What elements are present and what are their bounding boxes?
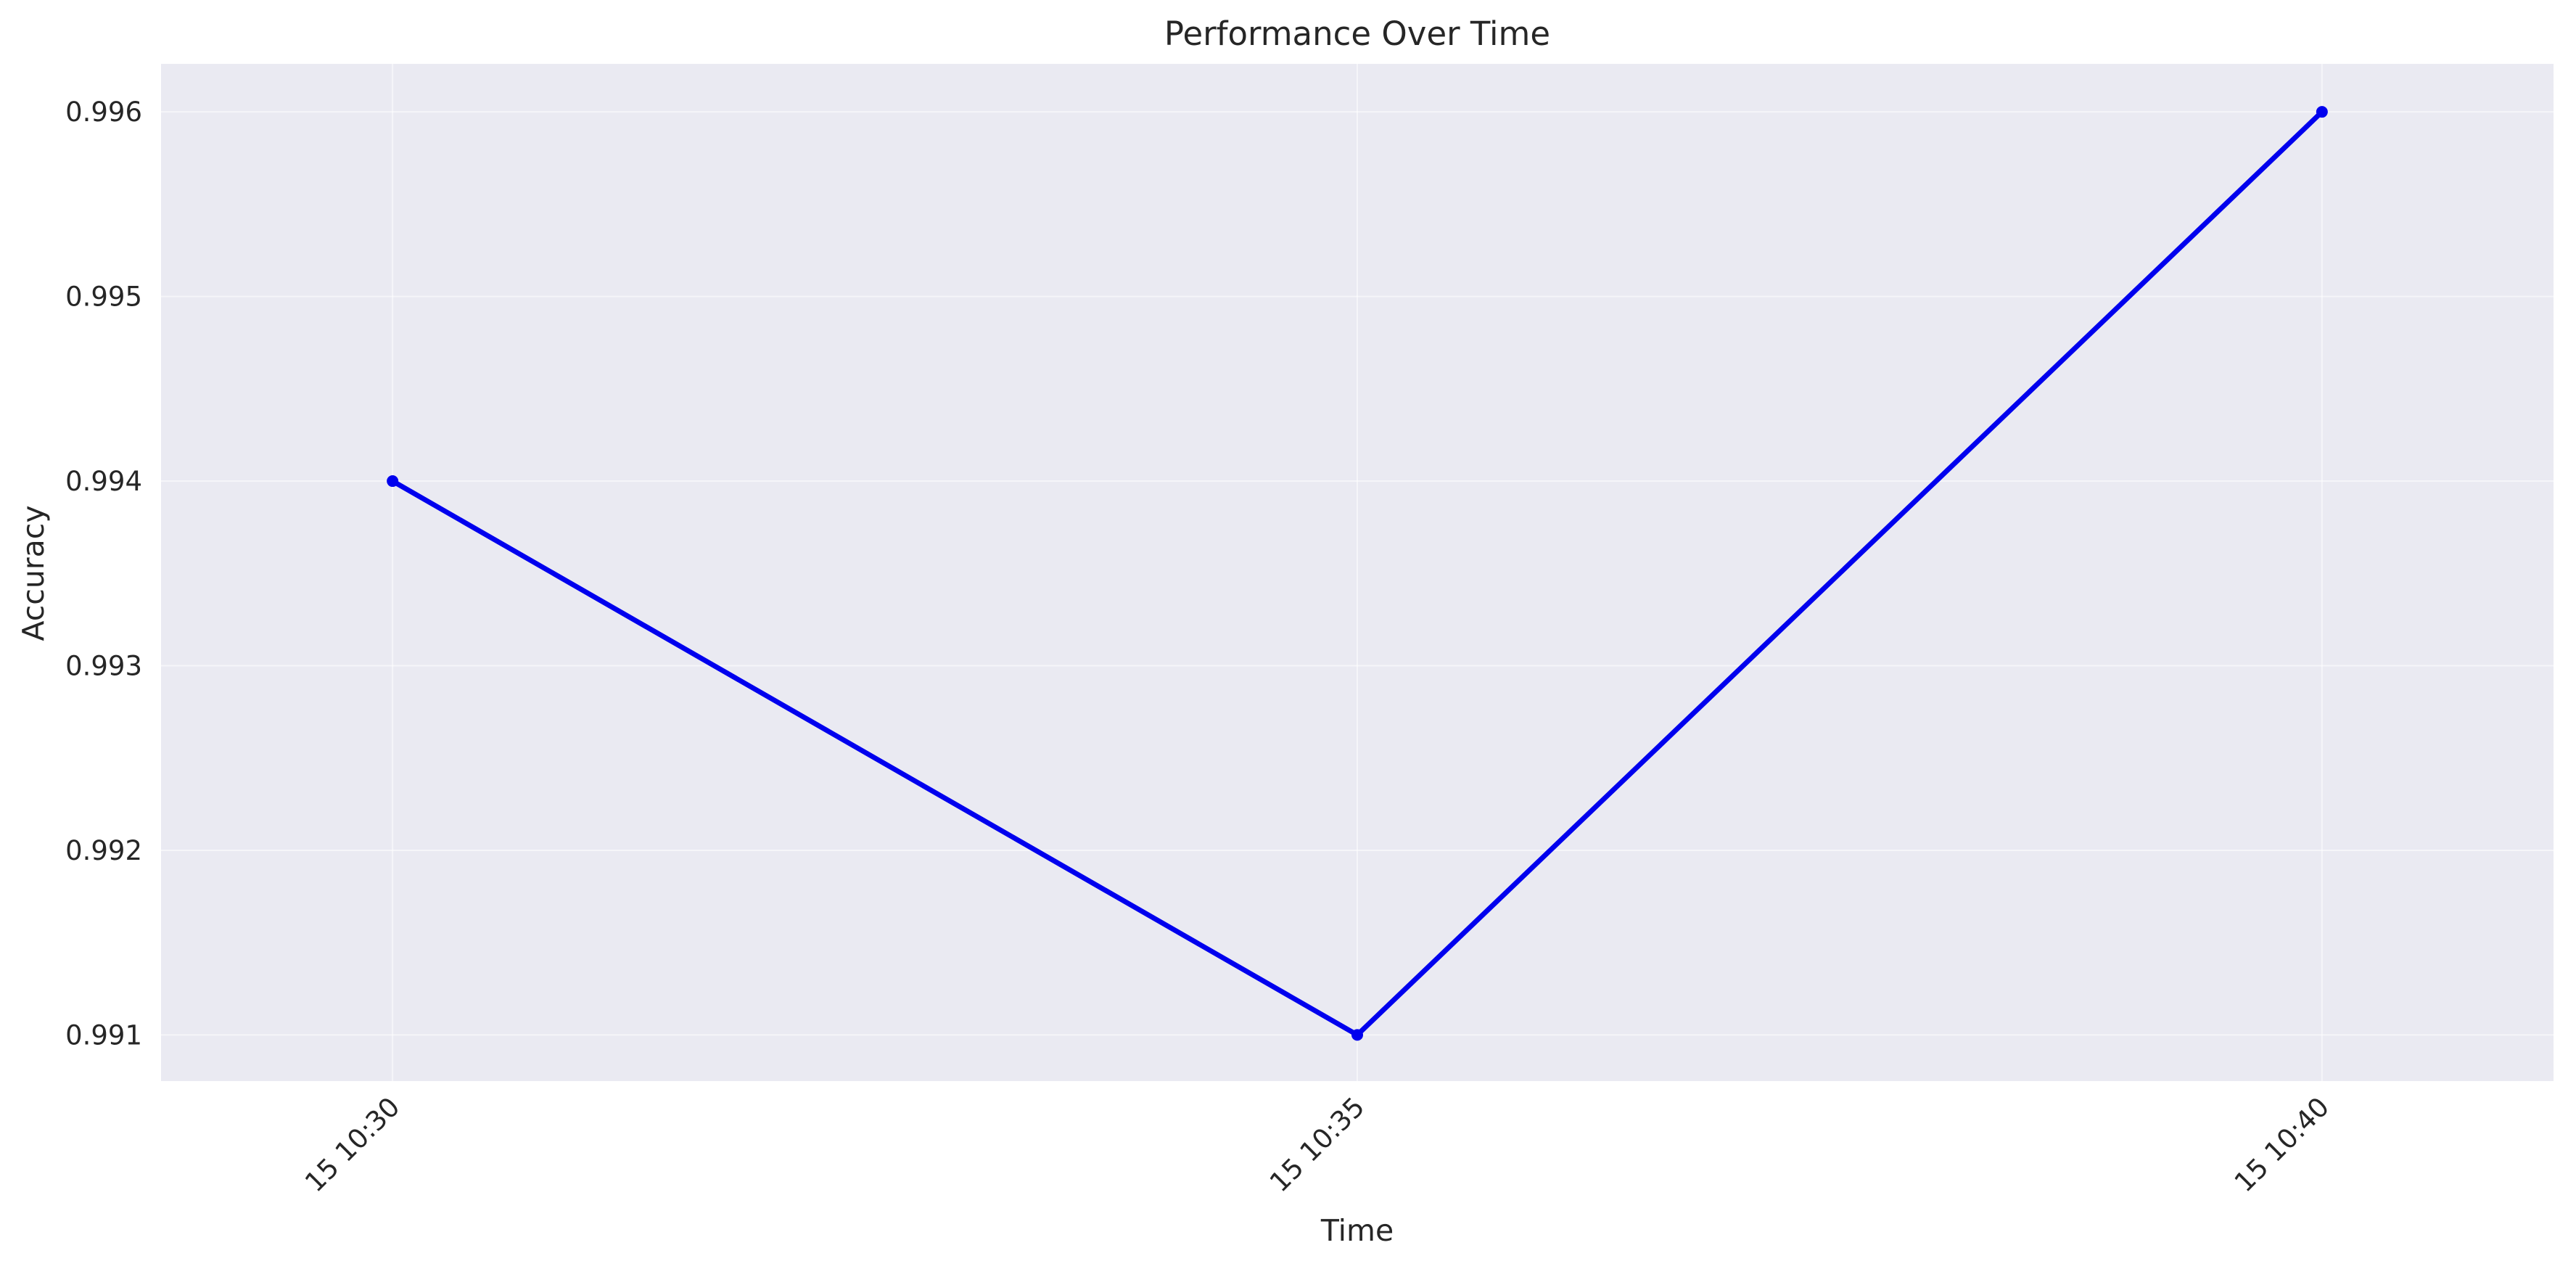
y-tick-label: 0.995 [65,282,142,313]
y-tick-label: 0.996 [65,96,142,128]
y-tick-label: 0.993 [65,650,142,681]
y-tick-label: 0.992 [65,835,142,866]
y-tick-label: 0.991 [65,1019,142,1051]
y-axis-ticks: 0.991 0.992 0.993 0.994 0.995 0.996 [65,96,142,1051]
chart-title: Performance Over Time [1164,15,1550,53]
data-point [2316,106,2328,118]
data-point [1351,1029,1363,1041]
series-layer [387,106,2328,1041]
x-axis-label: Time [1320,1213,1394,1248]
grid-lines [161,64,2554,1081]
data-point [387,475,399,488]
y-axis-label: Accuracy [16,505,51,641]
y-tick-label: 0.994 [65,466,142,497]
